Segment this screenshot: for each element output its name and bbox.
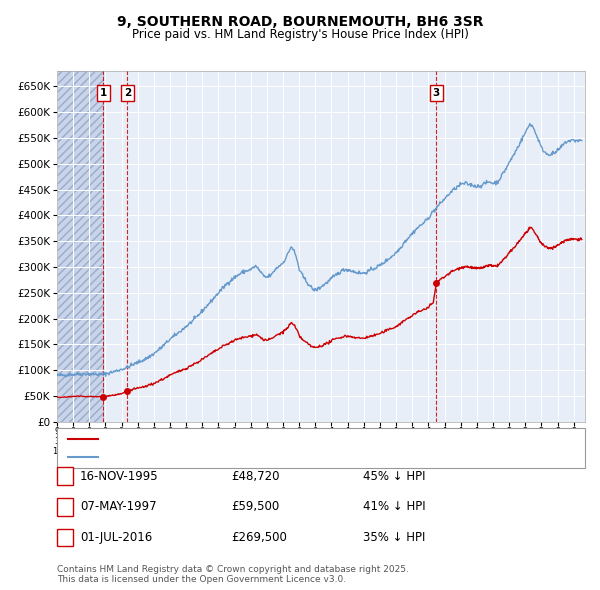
Text: £59,500: £59,500 bbox=[231, 500, 279, 513]
Text: 1: 1 bbox=[100, 88, 107, 98]
Text: 3: 3 bbox=[61, 533, 68, 542]
Text: 3: 3 bbox=[433, 88, 440, 98]
Text: £48,720: £48,720 bbox=[231, 470, 280, 483]
Text: 1: 1 bbox=[61, 471, 68, 481]
Bar bbox=[57, 71, 103, 422]
Text: 35% ↓ HPI: 35% ↓ HPI bbox=[363, 531, 425, 544]
Bar bbox=[57, 71, 103, 422]
Text: 07-MAY-1997: 07-MAY-1997 bbox=[80, 500, 157, 513]
Text: 2: 2 bbox=[61, 502, 68, 512]
Text: 9, SOUTHERN ROAD, BOURNEMOUTH, BH6 3SR: 9, SOUTHERN ROAD, BOURNEMOUTH, BH6 3SR bbox=[117, 15, 483, 29]
Text: 9, SOUTHERN ROAD, BOURNEMOUTH, BH6 3SR (detached house): 9, SOUTHERN ROAD, BOURNEMOUTH, BH6 3SR (… bbox=[103, 434, 443, 444]
Text: HPI: Average price, detached house, Bournemouth Christchurch and Poole: HPI: Average price, detached house, Bour… bbox=[103, 451, 491, 461]
Text: Price paid vs. HM Land Registry's House Price Index (HPI): Price paid vs. HM Land Registry's House … bbox=[131, 28, 469, 41]
Text: 01-JUL-2016: 01-JUL-2016 bbox=[80, 531, 152, 544]
Text: Contains HM Land Registry data © Crown copyright and database right 2025.
This d: Contains HM Land Registry data © Crown c… bbox=[57, 565, 409, 584]
Text: 41% ↓ HPI: 41% ↓ HPI bbox=[363, 500, 425, 513]
Text: 2: 2 bbox=[124, 88, 131, 98]
Text: 45% ↓ HPI: 45% ↓ HPI bbox=[363, 470, 425, 483]
Text: 16-NOV-1995: 16-NOV-1995 bbox=[80, 470, 158, 483]
Text: £269,500: £269,500 bbox=[231, 531, 287, 544]
